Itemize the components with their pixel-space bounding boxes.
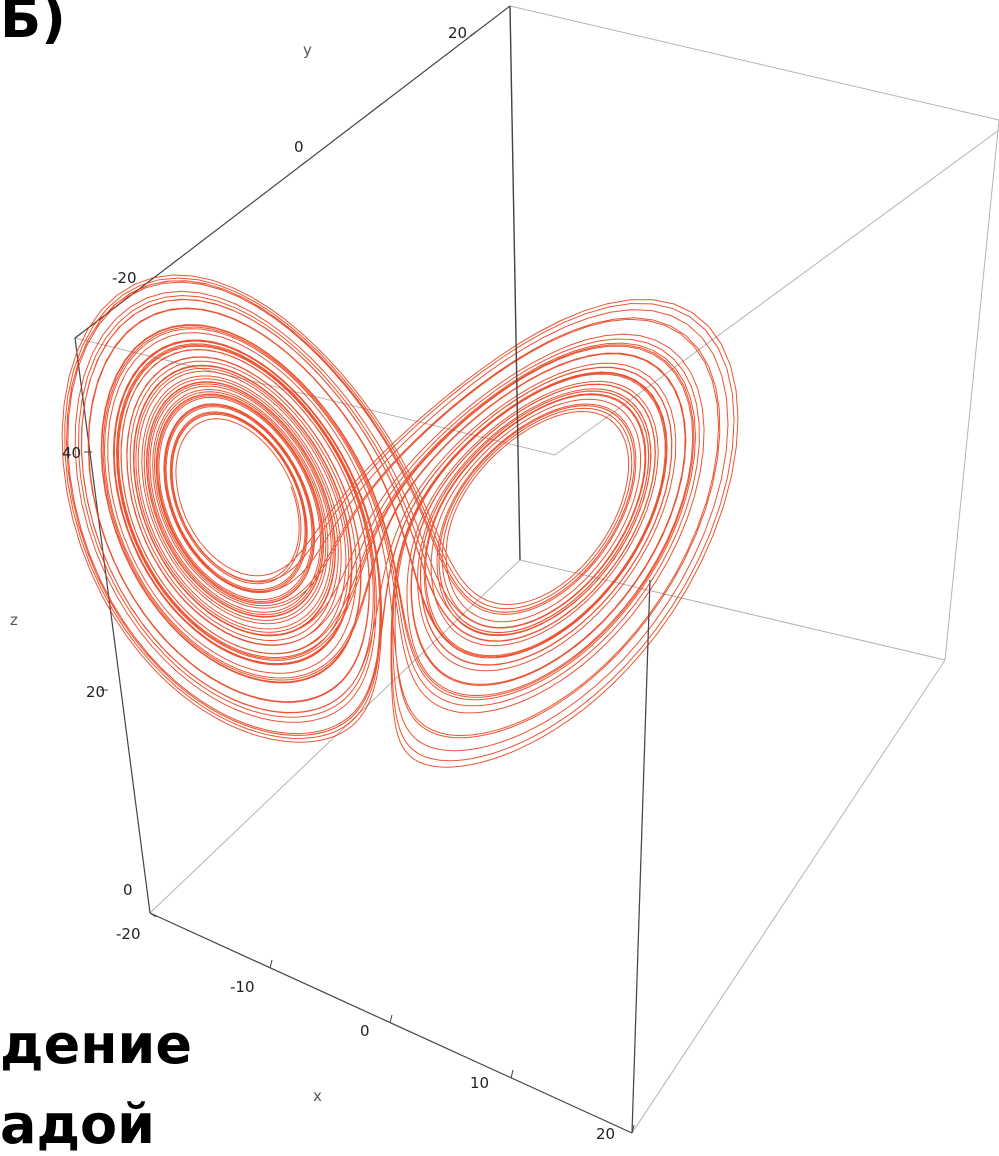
box-edge — [74, 337, 151, 914]
tick-mark — [469, 30, 478, 37]
box-front-edge — [631, 579, 651, 1134]
tick-mark — [389, 1014, 393, 1024]
box-front-edge — [509, 5, 521, 561]
x-tick-label: -10 — [230, 978, 255, 996]
box-edge — [74, 5, 511, 339]
trajectory-line — [61, 274, 739, 768]
z-tick-label: 0 — [123, 881, 133, 899]
y-tick-label: 0 — [294, 138, 304, 156]
tick-mark — [631, 1124, 635, 1134]
box-edge — [519, 559, 946, 661]
y-axis-label: y — [303, 41, 312, 59]
box-edge — [631, 659, 946, 1134]
x-axis-label: x — [313, 1087, 322, 1105]
y-tick-label: -20 — [112, 269, 137, 287]
x-tick-label: 10 — [470, 1074, 489, 1092]
caption-line-2: адой — [0, 1093, 155, 1156]
plot-box-front-edges — [509, 5, 651, 1134]
z-tick-label: 40 — [62, 444, 81, 462]
box-edge — [554, 129, 999, 456]
attractor-trajectory — [61, 274, 739, 768]
y-tick-label: 20 — [448, 24, 467, 42]
x-tick-label: 20 — [596, 1125, 615, 1141]
box-edge — [149, 912, 633, 1134]
z-axis-label: z — [10, 611, 18, 629]
tick-mark — [74, 332, 83, 339]
tick-mark — [510, 1069, 514, 1079]
z-tick-label: 20 — [86, 683, 105, 701]
box-edge — [944, 119, 999, 661]
x-tick-label: 0 — [360, 1022, 370, 1040]
slide-label: Б) — [0, 0, 66, 50]
tick-mark — [149, 912, 157, 918]
box-edge — [509, 5, 999, 121]
plot-box-back-edges — [74, 5, 999, 1134]
axis-ticks — [74, 30, 635, 1134]
x-tick-label: -20 — [116, 925, 141, 943]
tick-mark — [299, 160, 308, 167]
tick-mark — [269, 959, 273, 969]
caption-line-1: дение — [0, 1013, 193, 1076]
